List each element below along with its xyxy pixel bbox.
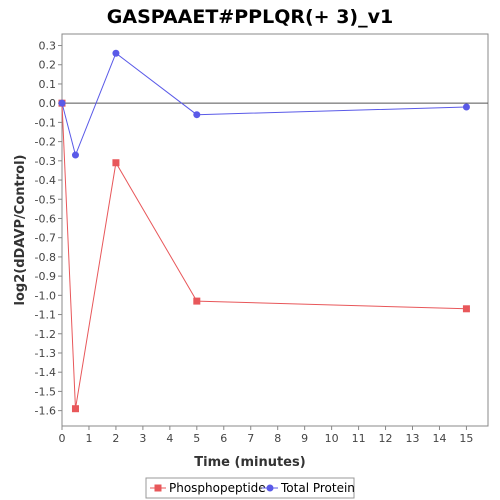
y-axis-label: log2(dDAVP/Control) <box>13 155 28 306</box>
x-tick-label: 5 <box>193 432 200 445</box>
x-tick-label: 0 <box>59 432 66 445</box>
legend-label: Phosphopeptide <box>169 481 266 495</box>
x-tick-label: 7 <box>247 432 254 445</box>
data-point <box>71 151 79 159</box>
y-tick-label: -0.6 <box>35 212 56 225</box>
legend-swatch-marker <box>266 484 274 492</box>
data-point <box>462 305 470 313</box>
data-point <box>112 49 120 57</box>
y-tick-label: 0.2 <box>39 59 57 72</box>
y-tick-label: -1.6 <box>35 405 56 418</box>
x-tick-label: 3 <box>139 432 146 445</box>
y-tick-label: -1.1 <box>35 309 56 322</box>
x-tick-label: 2 <box>112 432 119 445</box>
x-axis: 0 1 2 3 4 5 6 7 8 9 10 11 12 13 14 15 <box>59 426 473 445</box>
y-tick-label: -0.1 <box>35 116 56 129</box>
x-tick-label: 8 <box>274 432 281 445</box>
data-point <box>462 103 470 111</box>
chart-title: GASPAAET#PPLQR(+ 3)_v1 <box>107 6 393 28</box>
y-tick-label: -1.2 <box>35 328 56 341</box>
legend-box <box>145 477 355 499</box>
legend-label: Total Protein <box>280 481 355 495</box>
data-point <box>193 297 201 305</box>
data-point <box>58 99 66 107</box>
y-axis: 0.3 0.2 0.1 0.0 -0.1 -0.2 -0.3 -0.4 -0.5 -0.6 -0.7… <box>35 40 62 418</box>
x-axis-label: Time (minutes) <box>194 455 305 470</box>
data-point <box>71 405 79 413</box>
y-tick-label: -1.3 <box>35 347 56 360</box>
y-tick-label: -0.4 <box>35 174 56 187</box>
y-tick-label: -1.0 <box>35 289 56 302</box>
legend-swatch-marker <box>154 484 162 492</box>
x-tick-label: 14 <box>432 432 446 445</box>
y-tick-label: -1.4 <box>35 366 56 379</box>
y-tick-label: -0.9 <box>35 270 56 283</box>
x-tick-label: 15 <box>459 432 473 445</box>
plot-area <box>61 33 489 427</box>
series-layer <box>58 49 470 413</box>
x-tick-label: 13 <box>406 432 420 445</box>
x-tick-label: 10 <box>325 432 339 445</box>
x-tick-label: 1 <box>85 432 92 445</box>
y-tick-label: 0.0 <box>39 97 57 110</box>
y-tick-label: 0.3 <box>39 40 57 53</box>
data-point <box>112 159 120 167</box>
x-tick-label: 6 <box>220 432 227 445</box>
y-tick-label: 0.1 <box>39 78 57 91</box>
x-tick-label: 9 <box>301 432 308 445</box>
y-tick-label: -0.2 <box>35 136 56 149</box>
y-tick-label: -0.7 <box>35 232 56 245</box>
y-tick-label: -0.3 <box>35 155 56 168</box>
x-tick-label: 12 <box>379 432 393 445</box>
y-tick-label: -0.8 <box>35 251 56 264</box>
x-tick-label: 11 <box>352 432 366 445</box>
legend: Phosphopeptide Total Protein <box>150 481 355 495</box>
data-point <box>193 111 201 119</box>
y-tick-label: -0.5 <box>35 193 56 206</box>
x-tick-label: 4 <box>166 432 173 445</box>
y-tick-label: -1.5 <box>35 385 56 398</box>
